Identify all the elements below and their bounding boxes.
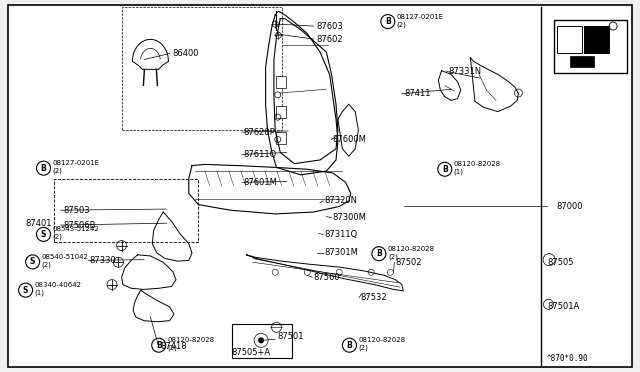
Text: 87331N: 87331N [448, 67, 481, 76]
Text: 87000: 87000 [557, 202, 583, 211]
Text: 87506B: 87506B [63, 221, 96, 230]
Text: 87401: 87401 [26, 219, 52, 228]
Bar [554, 20, 627, 73]
Text: ^870*0.90: ^870*0.90 [547, 355, 589, 363]
Text: (2): (2) [42, 262, 51, 268]
Text: S: S [30, 257, 35, 266]
Text: B: B [376, 249, 381, 258]
Text: B: B [156, 341, 161, 350]
Text: (2): (2) [397, 21, 406, 28]
Text: 08540-51042: 08540-51042 [42, 254, 88, 260]
Text: 08120-82028: 08120-82028 [454, 161, 501, 167]
Text: 87620P: 87620P [243, 128, 275, 137]
Text: (2): (2) [388, 253, 397, 260]
Text: 87600M: 87600M [333, 135, 367, 144]
Text: 08120-82028: 08120-82028 [358, 337, 406, 343]
Text: 08127-0201E: 08127-0201E [52, 160, 100, 166]
Text: 08120-82028: 08120-82028 [388, 246, 435, 252]
Text: 87411: 87411 [404, 89, 431, 98]
Circle shape [258, 337, 264, 343]
Text: 87301M: 87301M [324, 248, 358, 257]
Bar [276, 106, 287, 118]
Text: 87320N: 87320N [324, 196, 358, 205]
Text: 08543-51242: 08543-51242 [52, 226, 99, 232]
Text: 87418: 87418 [160, 342, 187, 351]
Text: (2): (2) [52, 168, 62, 174]
Text: (1): (1) [35, 290, 45, 296]
Text: 08127-0201E: 08127-0201E [397, 13, 444, 20]
Text: 87532: 87532 [360, 293, 387, 302]
Text: 87603: 87603 [317, 22, 344, 31]
Bar [557, 26, 582, 53]
Text: (2): (2) [168, 345, 177, 351]
Text: 87501: 87501 [277, 332, 303, 341]
Bar [276, 76, 287, 88]
Text: B: B [41, 164, 46, 173]
Text: 87560: 87560 [314, 273, 340, 282]
Text: 87300M: 87300M [333, 213, 367, 222]
Bar [276, 132, 287, 144]
Text: 87602: 87602 [317, 35, 344, 44]
Text: (2): (2) [52, 234, 62, 240]
Text: 86400: 86400 [173, 49, 199, 58]
Text: B: B [442, 165, 447, 174]
Text: 87503: 87503 [63, 206, 90, 215]
Text: 87611Q: 87611Q [243, 150, 276, 159]
Text: S: S [23, 286, 28, 295]
Text: (1): (1) [454, 169, 464, 175]
Text: 08340-40642: 08340-40642 [35, 282, 82, 288]
Text: 87601M: 87601M [243, 178, 277, 187]
Text: 87505+A: 87505+A [232, 348, 271, 357]
Bar [232, 324, 292, 358]
Text: B: B [347, 341, 352, 350]
Bar [570, 56, 594, 67]
Text: B: B [385, 17, 390, 26]
Text: S: S [41, 230, 46, 239]
Text: 87311Q: 87311Q [324, 230, 358, 239]
Text: 87505: 87505 [547, 258, 573, 267]
Text: (2): (2) [358, 345, 368, 351]
Text: 87330: 87330 [90, 256, 116, 265]
Text: 08120-82028: 08120-82028 [168, 337, 215, 343]
Text: 87502: 87502 [396, 258, 422, 267]
Bar [584, 26, 609, 53]
Text: 87501A: 87501A [547, 302, 579, 311]
